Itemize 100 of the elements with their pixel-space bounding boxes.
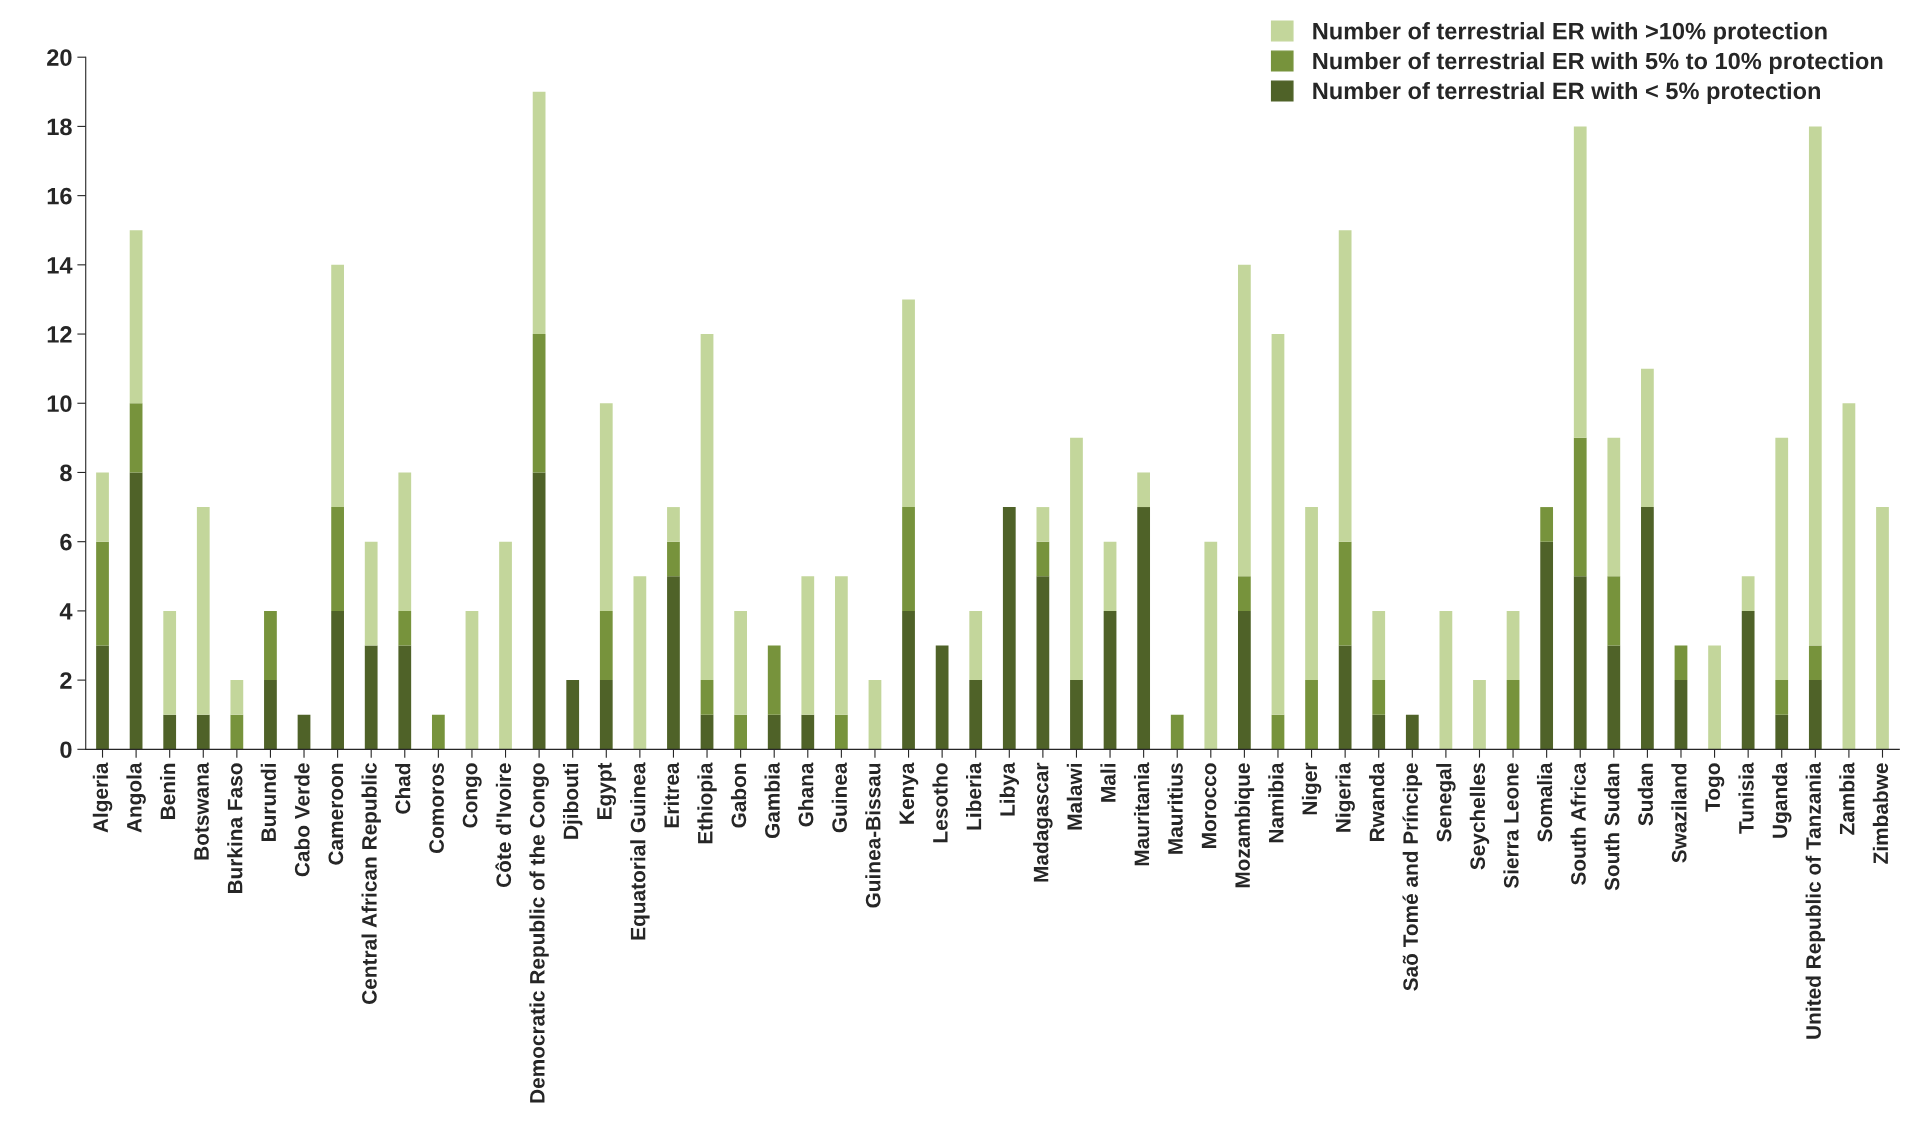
x-tick-label: Rwanda xyxy=(1369,762,1385,841)
legend-label: Number of terrestrial ER with < 5% protection xyxy=(1313,81,1820,104)
x-tick-label: Mali xyxy=(1100,763,1116,802)
bar xyxy=(1338,230,1352,542)
bar xyxy=(364,645,378,750)
bar xyxy=(1204,541,1218,750)
x-tick-label: Equatorial Guinea xyxy=(630,762,650,940)
bar xyxy=(1808,645,1822,681)
bar xyxy=(1305,680,1318,750)
bar xyxy=(398,472,412,611)
bar xyxy=(1036,507,1050,542)
bar xyxy=(667,507,680,542)
bar xyxy=(1070,437,1083,681)
bar xyxy=(532,91,546,335)
bar xyxy=(1573,126,1587,438)
bar xyxy=(700,680,714,715)
x-tick-label: South Africa xyxy=(1570,762,1586,885)
bar xyxy=(1036,541,1050,577)
bar xyxy=(633,576,647,750)
x-tick-label: Angola xyxy=(126,762,146,833)
bar xyxy=(1103,541,1117,611)
x-tick-label: Djibouti xyxy=(562,763,583,839)
x-tick-label: Gambia xyxy=(764,762,780,839)
bar xyxy=(1506,610,1520,681)
x-tick-label: Eritrea xyxy=(663,762,680,828)
bar xyxy=(834,714,848,750)
bar xyxy=(1607,437,1621,577)
bar xyxy=(96,645,109,750)
bar xyxy=(700,334,714,681)
x-tick-label: Seychelles xyxy=(1469,763,1490,870)
bar xyxy=(599,680,613,750)
bar xyxy=(1238,610,1251,750)
x-tick-label: Côte d'Ivoire xyxy=(495,763,512,887)
x-tick-label: Malawi xyxy=(1066,763,1083,830)
bar xyxy=(1439,610,1453,750)
y-tick-label: 2 xyxy=(60,672,72,689)
bar xyxy=(1372,610,1386,681)
bar xyxy=(1238,576,1251,611)
bar xyxy=(767,645,781,715)
bar xyxy=(1372,714,1386,750)
x-tick-label: Gabon xyxy=(730,763,747,828)
bar xyxy=(1405,714,1419,750)
y-tick-label: 18 xyxy=(47,118,72,136)
x-tick-label: Zimbabwe xyxy=(1872,763,1889,864)
bar xyxy=(834,576,848,715)
y-tick-label: 14 xyxy=(47,257,73,274)
y-tick-label: 10 xyxy=(47,395,72,413)
bar xyxy=(1607,645,1621,750)
bar xyxy=(1506,680,1520,750)
bar xyxy=(700,714,714,750)
x-tick-label: Lesotho xyxy=(932,763,948,843)
y-tick-label: 6 xyxy=(60,533,72,551)
x-tick-label: Chad xyxy=(395,763,411,814)
x-tick-label: Mauritania xyxy=(1133,762,1150,866)
x-tick-label: Sudan xyxy=(1637,763,1653,826)
x-tick-label: Comoros xyxy=(429,763,444,854)
bar xyxy=(331,507,344,611)
bar xyxy=(1741,576,1755,611)
x-tick-label: Egypt xyxy=(597,762,616,819)
bar xyxy=(364,541,378,646)
x-tick-label: Democratic Republic of the Congo xyxy=(529,763,549,1103)
bar xyxy=(1070,680,1083,750)
bar xyxy=(902,507,915,611)
bar xyxy=(465,610,479,750)
x-tick-label: Benin xyxy=(159,763,176,819)
bar xyxy=(1137,507,1151,750)
y-tick-label: 20 xyxy=(47,49,72,66)
legend-label: Number of terrestrial ER with >10% protection xyxy=(1313,22,1827,45)
x-tick-label: Senegal xyxy=(1436,763,1456,842)
x-tick-label: Madagascar xyxy=(1033,762,1053,882)
bar xyxy=(1607,576,1621,646)
x-tick-label: Morocco xyxy=(1201,763,1217,848)
x-tick-label: Togo xyxy=(1705,763,1725,812)
x-tick-label: Mozambique xyxy=(1234,763,1255,888)
bar xyxy=(1372,680,1386,715)
bar xyxy=(1808,126,1822,646)
x-tick-label: Sierra Leone xyxy=(1503,763,1519,889)
bar xyxy=(1641,507,1654,750)
x-tick-label: Burundi xyxy=(260,763,277,841)
bar xyxy=(163,714,177,750)
bar xyxy=(398,645,412,750)
bar xyxy=(1674,680,1688,750)
bar xyxy=(196,507,210,715)
bar xyxy=(96,472,109,542)
x-tick-label: Zambia xyxy=(1839,762,1855,835)
bar xyxy=(667,576,680,750)
bar xyxy=(667,541,680,577)
bar xyxy=(1338,541,1352,646)
x-tick-label: Cameroon xyxy=(328,763,344,865)
bar xyxy=(969,680,983,750)
bar xyxy=(1540,507,1554,542)
y-tick-label: 4 xyxy=(59,603,73,620)
bar xyxy=(532,472,546,750)
bar xyxy=(264,610,277,681)
bar xyxy=(1775,437,1789,681)
x-tick-label: Central African Republic xyxy=(361,763,381,1004)
x-tick-label: Algeria xyxy=(92,762,113,833)
bar xyxy=(1842,403,1856,750)
bar xyxy=(1338,645,1352,750)
bar xyxy=(1674,645,1688,681)
